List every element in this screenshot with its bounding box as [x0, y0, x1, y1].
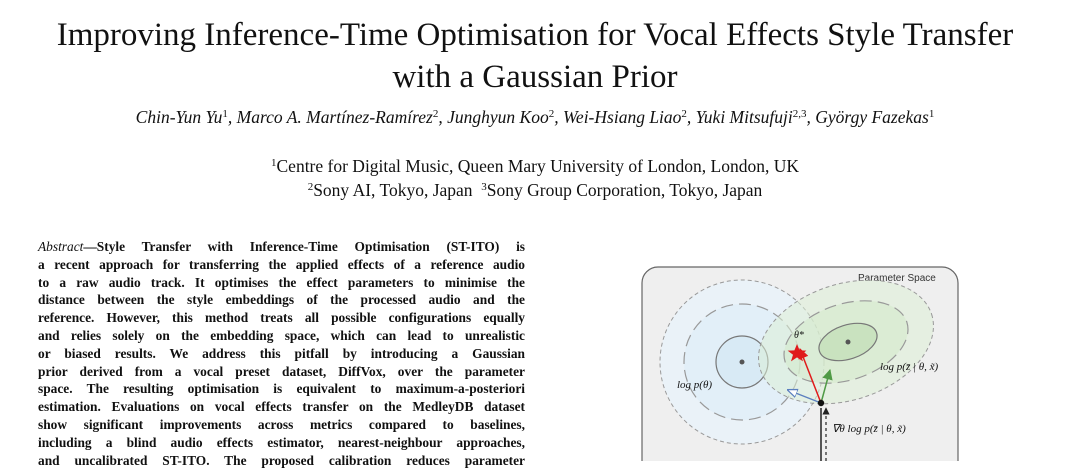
abstract-line: estimation. Evaluations on vocal effects…: [38, 399, 525, 415]
likelihood-mean-point: [845, 339, 851, 345]
abstract-line: space. The resulting optimisation is equ…: [38, 381, 525, 397]
abstract-lead: Abstract: [38, 239, 84, 254]
abstract: Abstract—Style Transfer with Inference-T…: [38, 238, 525, 469]
abstract-line: and relies solely on the embedding space…: [38, 327, 525, 343]
author-6: György Fazekas1: [815, 107, 935, 127]
author-5: Yuki Mitsufuji2,3: [695, 107, 807, 127]
prior-gradient-arrow: [788, 390, 822, 404]
paper-title: Improving Inference-Time Optimisation fo…: [0, 14, 1070, 98]
update-arrow: [798, 348, 822, 404]
abstract-line: distance between the style embeddings of…: [38, 292, 525, 308]
author-3: Junghyun Koo2: [447, 107, 555, 127]
affiliation-1: 1Centre for Digital Music, Queen Mary Un…: [271, 156, 799, 176]
author-list: Chin-Yun Yu1, Marco A. Martínez-Ramírez2…: [135, 107, 935, 127]
abstract-line: including a blind audio effects estimato…: [38, 434, 525, 450]
likelihood-gradient-arrow: [820, 368, 833, 404]
author-2: Marco A. Martínez-Ramírez2: [236, 107, 439, 127]
abstract-line: show significant improvements across met…: [38, 416, 525, 432]
abstract-line: Abstract—Style Transfer with Inference-T…: [38, 239, 525, 254]
abstract-line: a recent approach for transferring the a…: [38, 256, 525, 272]
theta-star-label: θ*: [794, 330, 804, 341]
abstract-line: reference. However, this method treats a…: [38, 310, 525, 326]
affiliation-2-3: 2Sony AI, Tokyo, Japan 3Sony Group Corpo…: [307, 180, 763, 200]
panel-label: Parameter Space: [858, 273, 936, 284]
title-line-2: with a Gaussian Prior: [392, 59, 678, 95]
author-1: Chin-Yun Yu1: [135, 107, 228, 127]
title-line-1: Improving Inference-Time Optimisation fo…: [56, 17, 1014, 53]
optimum-star-icon: [787, 344, 807, 362]
abstract-line: or biased results. We address this pitfa…: [38, 345, 525, 361]
current-parameter-point: [817, 399, 825, 407]
author-4: Wei-Hsiang Liao2: [562, 107, 687, 127]
gradient-label: ∇θ log p(z̄ | θ, x̃): [832, 423, 906, 435]
abstract-line: prior derived from a vocal preset datase…: [38, 363, 525, 379]
abstract-line: to a raw audio track. It optimises the e…: [38, 274, 525, 290]
abstract-line: and uncalibrated ST-ITO. The proposed ca…: [38, 452, 525, 468]
parameter-space-figure: Parameter Space θ* log p(θ) log p(z̄ | θ…: [641, 266, 959, 461]
prior-label: log p(θ): [677, 379, 712, 391]
likelihood-label: log p(z̄ | θ, x̃): [880, 361, 939, 373]
prior-mean-point: [739, 359, 745, 365]
